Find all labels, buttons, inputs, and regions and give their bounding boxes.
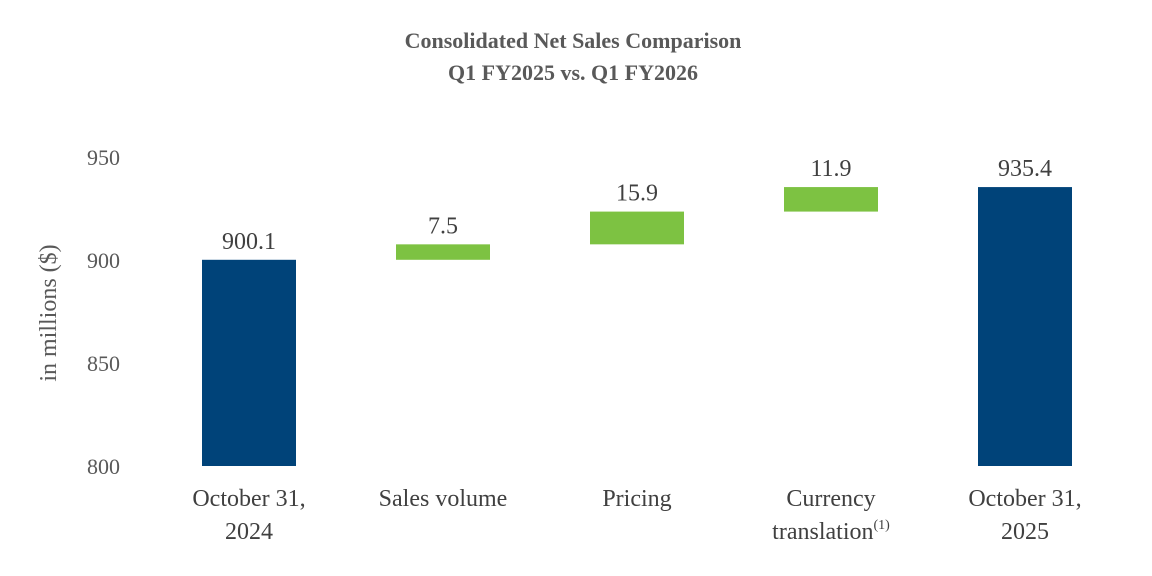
category-label: October 31, <box>968 486 1081 512</box>
total-bar <box>202 259 296 466</box>
data-label: 935.4 <box>998 156 1052 182</box>
data-label: 15.9 <box>616 181 658 207</box>
chart-title: Consolidated Net Sales Comparison <box>405 28 742 53</box>
y-tick-label: 900 <box>87 248 120 273</box>
total-bar <box>978 187 1072 467</box>
bars-group <box>202 187 1072 467</box>
y-tick-label: 800 <box>87 454 120 479</box>
delta-bar <box>590 211 684 245</box>
y-axis-ticks: 800 850 900 950 <box>87 145 120 479</box>
category-label: October 31, <box>192 486 305 512</box>
category-label: Sales volume <box>379 486 508 512</box>
category-labels: October 31, 2024 Sales volume Pricing Curren… <box>192 486 1081 545</box>
chart-subtitle: Q1 FY2025 vs. Q1 FY2026 <box>448 60 698 85</box>
y-tick-label: 850 <box>87 351 120 376</box>
y-tick-label: 950 <box>87 145 120 170</box>
delta-bar <box>784 187 878 212</box>
footnote-marker: (1) <box>873 518 890 533</box>
category-label: Currency <box>786 486 875 512</box>
category-label: Pricing <box>602 486 671 512</box>
category-label: 2025 <box>1001 519 1049 545</box>
category-label: 2024 <box>225 519 273 545</box>
y-axis-label: in millions ($) <box>36 244 62 381</box>
data-label: 7.5 <box>428 213 458 239</box>
value-labels: 900.1 7.5 15.9 11.9 935.4 <box>222 156 1052 255</box>
delta-bar <box>396 244 490 260</box>
data-label: 11.9 <box>810 156 851 182</box>
data-label: 900.1 <box>222 229 276 255</box>
category-label: translation(1) <box>772 518 890 545</box>
